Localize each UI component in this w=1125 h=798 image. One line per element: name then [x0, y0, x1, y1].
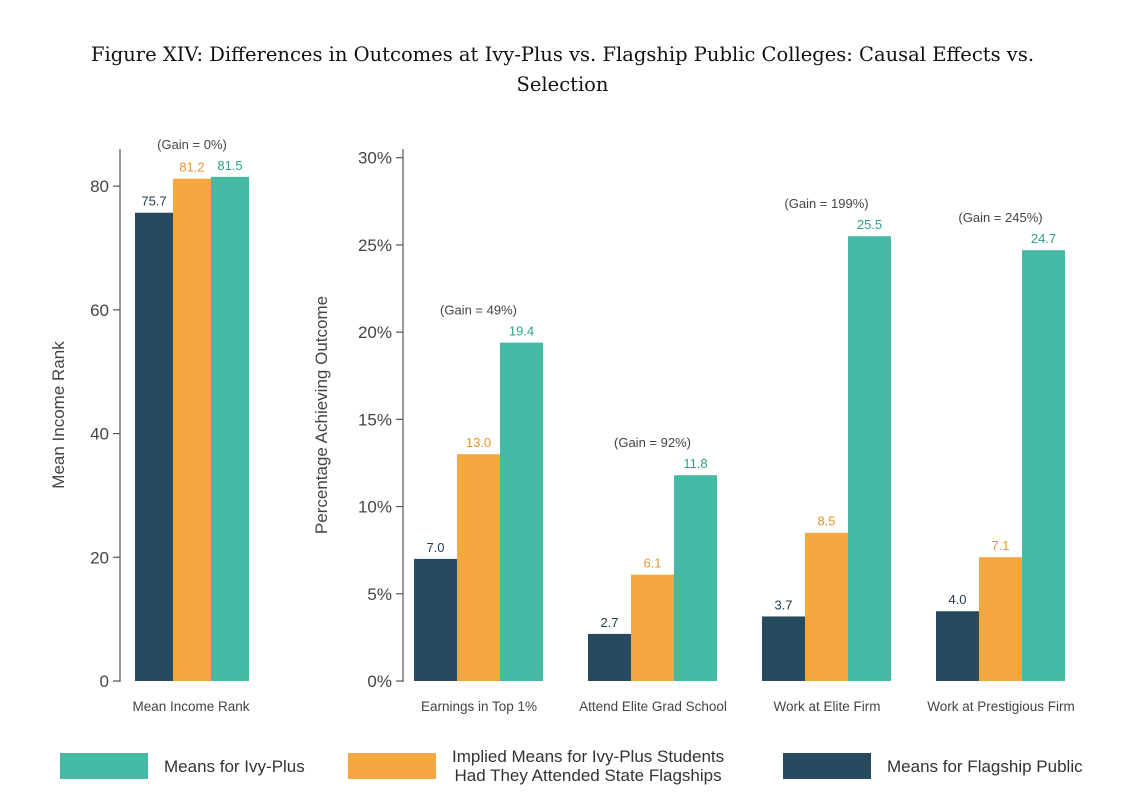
x-category-label: Earnings in Top 1%: [421, 699, 537, 714]
y-tick-label: 20%: [358, 323, 392, 342]
legend-item-ivy: Means for Ivy-Plus: [60, 742, 305, 790]
bar-ivy: [1022, 250, 1065, 681]
data-label-implied: 81.2: [179, 160, 204, 175]
gain-annotation: (Gain = 199%): [784, 196, 868, 211]
bar-implied: [979, 557, 1022, 681]
y-tick-label: 30%: [358, 149, 392, 168]
y-tick-label: 40: [90, 425, 109, 444]
legend-label-implied: Implied Means for Ivy-Plus Students Had …: [452, 747, 724, 785]
data-label-implied: 6.1: [643, 556, 661, 571]
gain-annotation: (Gain = 92%): [614, 435, 691, 450]
bar-ivy: [848, 236, 891, 681]
figure-title-line2: Selection: [516, 73, 609, 96]
y-tick-label: 0: [100, 672, 109, 691]
data-label-flagship: 4.0: [948, 592, 966, 607]
gain-annotation: (Gain = 49%): [440, 303, 517, 318]
gain-annotation: (Gain = 0%): [157, 137, 227, 152]
y-tick-label: 5%: [367, 585, 392, 604]
figure-title-line1: Figure XIV: Differences in Outcomes at I…: [90, 43, 1035, 66]
data-label-ivy: 11.8: [683, 456, 707, 471]
legend-swatch-ivy: [60, 753, 148, 779]
y-axis-label-0: Mean Income Rank: [49, 341, 68, 489]
bar-implied: [805, 532, 848, 681]
legend-item-flagship: Means for Flagship Public: [783, 742, 1083, 790]
y-tick-label: 80: [90, 177, 109, 196]
y-axis-label-1: Percentage Achieving Outcome: [312, 296, 331, 534]
gain-annotation: (Gain = 245%): [958, 210, 1042, 225]
y-tick-label: 20: [90, 548, 109, 567]
y-tick-label: 0%: [367, 672, 392, 691]
bar-flagship: [762, 616, 805, 681]
data-label-implied: 8.5: [817, 514, 835, 529]
data-label-ivy: 24.7: [1031, 231, 1056, 246]
data-label-flagship: 2.7: [600, 615, 618, 630]
legend-label-ivy: Means for Ivy-Plus: [164, 756, 305, 776]
bar-implied: [457, 454, 500, 681]
bar-flagship: [936, 611, 979, 681]
data-label-ivy: 25.5: [857, 217, 882, 232]
bar-ivy: [211, 176, 249, 681]
data-label-flagship: 75.7: [141, 194, 166, 209]
data-label-implied: 13.0: [466, 435, 491, 450]
bar-flagship: [588, 633, 631, 681]
y-tick-label: 25%: [358, 236, 392, 255]
bar-ivy: [674, 475, 717, 681]
legend-label-implied-line1: Implied Means for Ivy-Plus Students: [452, 747, 725, 766]
legend-item-implied: Implied Means for Ivy-Plus Students Had …: [348, 742, 724, 790]
bar-flagship: [414, 558, 457, 681]
data-label-ivy: 81.5: [217, 158, 242, 173]
legend-label-flagship: Means for Flagship Public: [887, 756, 1083, 776]
x-category-label: Work at Prestigious Firm: [927, 699, 1075, 714]
data-label-flagship: 3.7: [774, 597, 792, 612]
y-tick-label: 60: [90, 301, 109, 320]
bar-ivy: [500, 342, 543, 681]
figure-title: Figure XIV: Differences in Outcomes at I…: [0, 40, 1125, 100]
bar-implied: [631, 574, 674, 681]
x-category-label: Mean Income Rank: [132, 699, 249, 714]
data-label-implied: 7.1: [991, 538, 1009, 553]
y-tick-label: 15%: [358, 410, 392, 429]
legend-label-implied-line2: Had They Attended State Flagships: [454, 766, 722, 785]
x-category-label: Work at Elite Firm: [773, 699, 880, 714]
y-tick-label: 10%: [358, 498, 392, 517]
legend-swatch-flagship: [783, 753, 871, 779]
legend-swatch-implied: [348, 753, 436, 779]
data-label-flagship: 7.0: [426, 540, 444, 555]
data-label-ivy: 19.4: [509, 324, 534, 339]
bar-implied: [173, 178, 211, 681]
bar-flagship: [135, 212, 173, 681]
x-category-label: Attend Elite Grad School: [579, 699, 727, 714]
